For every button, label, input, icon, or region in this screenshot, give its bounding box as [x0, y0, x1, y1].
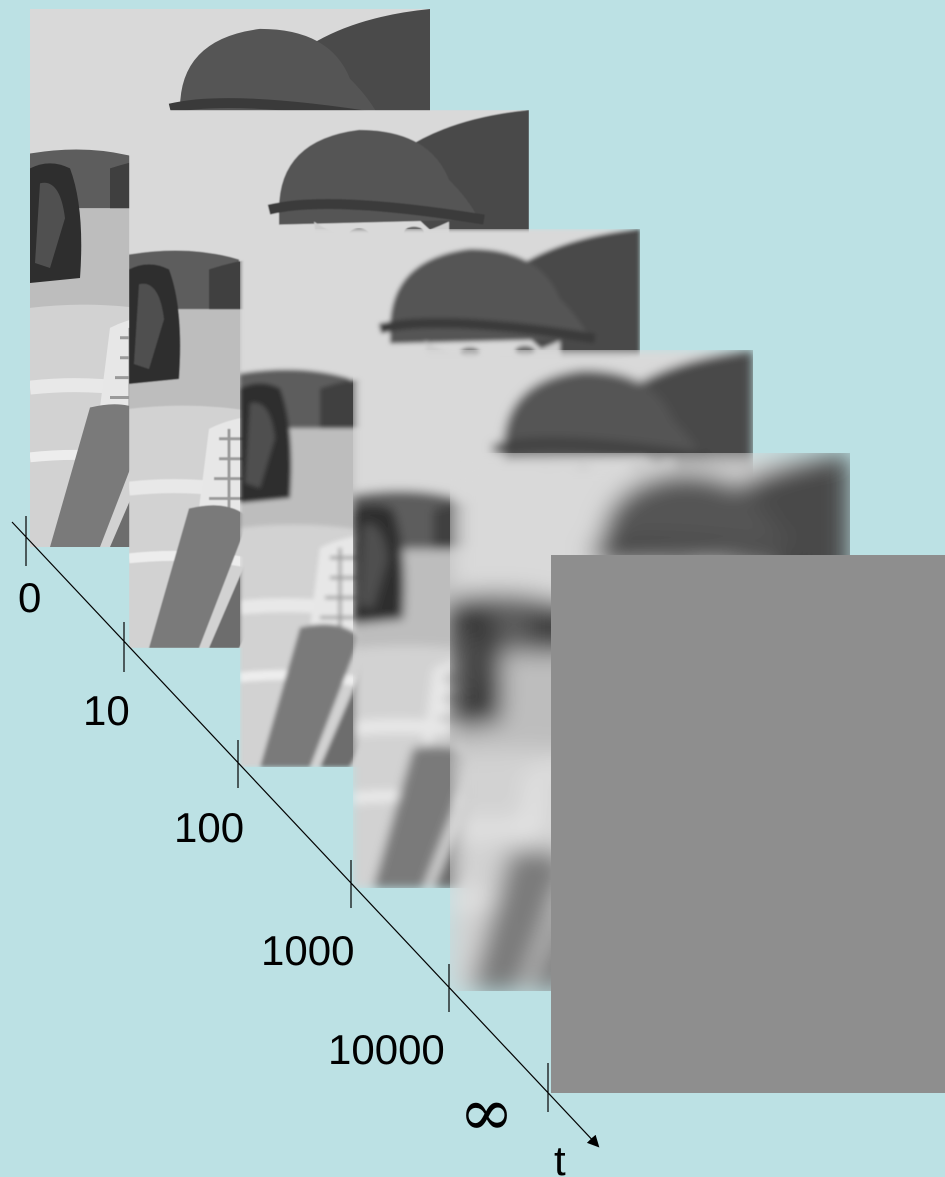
tick-label-10: 10 [83, 687, 130, 734]
tick-label-0: 0 [18, 574, 41, 621]
tick-label-infinity: ∞ [459, 1074, 514, 1151]
frame-t-infinity [551, 555, 945, 1093]
axis-variable-label: t [554, 1137, 566, 1177]
tick-label-1000: 1000 [261, 927, 354, 974]
tick-label-10000: 10000 [328, 1026, 445, 1073]
tick-label-100: 100 [174, 804, 244, 851]
time-axis-line [11, 521, 600, 1148]
